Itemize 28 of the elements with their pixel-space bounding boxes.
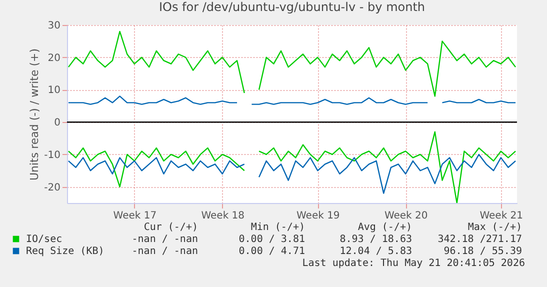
x-tick-label: Week 19 [296, 210, 340, 222]
text: Max (-/+) [468, 222, 522, 233]
legend-label: IO/sec [26, 234, 62, 245]
y-axis-title: Units read (-) / write (+) [28, 48, 42, 181]
y-tick-label: -20 [44, 182, 60, 194]
y-tick-label: 30 [48, 20, 60, 32]
x-tick-label: Week 17 [113, 210, 157, 222]
x-tick-label: Week 18 [201, 210, 245, 222]
y-tick-label: -10 [44, 150, 60, 161]
text: 342.18 /271.17 [438, 234, 522, 245]
text: Avg (-/+) [358, 222, 412, 233]
text: Last update: Thu May 21 20:41:05 2026 [302, 258, 525, 269]
text: Min (-/+) [250, 222, 305, 233]
text: -nan / -nan [132, 246, 198, 257]
text: 12.04 / 5.83 [340, 246, 412, 257]
chart-title: IOs for /dev/ubuntu-vg/ubuntu-lv - by month [158, 0, 426, 14]
legend-label: Req Size (KB) [26, 246, 104, 257]
text: -nan / -nan [132, 234, 198, 245]
text: 8.93 / 18.63 [340, 234, 412, 245]
text: 96.18 / 55.39 [444, 246, 522, 257]
text: 0.00 / 3.81 [238, 234, 305, 245]
y-tick-label: 0 [54, 118, 60, 129]
text: Cur (-/+) [144, 222, 198, 233]
y-tick-label: 20 [48, 52, 60, 64]
x-tick-label: Week 20 [384, 210, 428, 222]
text: 0.00 / 4.71 [238, 246, 305, 257]
x-tick-label: Week 21 [480, 210, 524, 222]
y-tick-label: 10 [48, 85, 60, 96]
